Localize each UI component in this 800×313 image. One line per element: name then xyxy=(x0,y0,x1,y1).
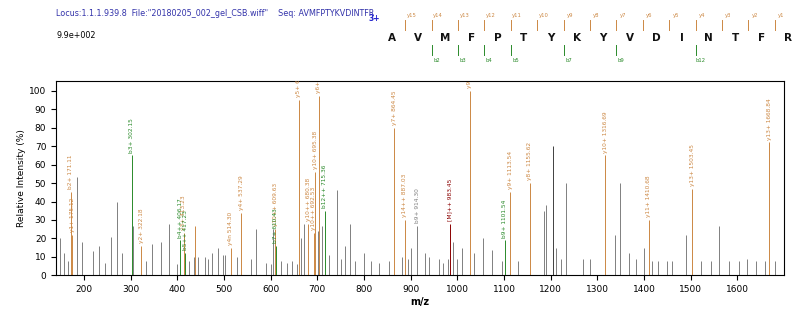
Text: N: N xyxy=(705,33,713,43)
X-axis label: m/z: m/z xyxy=(410,297,430,307)
Text: A: A xyxy=(388,33,396,43)
Text: b9+ 914.30: b9+ 914.30 xyxy=(415,188,420,223)
Y-axis label: Relative Intensity (%): Relative Intensity (%) xyxy=(18,130,26,227)
Text: y6+ 703.38: y6+ 703.38 xyxy=(317,59,322,93)
Text: y3: y3 xyxy=(726,13,731,18)
Text: y1+ 175.12: y1+ 175.12 xyxy=(70,198,75,232)
Text: y15: y15 xyxy=(406,13,417,18)
Text: y1: y1 xyxy=(778,13,785,18)
Text: y10++ 680.38: y10++ 680.38 xyxy=(306,178,310,221)
Text: y8: y8 xyxy=(593,13,600,18)
Text: b4++ 406.17: b4++ 406.17 xyxy=(178,198,182,238)
Text: y10: y10 xyxy=(538,13,549,18)
Text: y4: y4 xyxy=(698,13,706,18)
Text: y10+ 695.38: y10+ 695.38 xyxy=(313,131,318,169)
Text: y2+ 322.18: y2+ 322.18 xyxy=(138,208,143,243)
Text: y11: y11 xyxy=(512,13,522,18)
Text: b3+ 302.15: b3+ 302.15 xyxy=(129,118,134,152)
Text: F: F xyxy=(468,33,474,43)
Text: T: T xyxy=(731,33,739,43)
Text: y11+ 1410.68: y11+ 1410.68 xyxy=(646,176,651,217)
Text: y10++ 692.53: y10++ 692.53 xyxy=(311,187,316,230)
Text: 3+: 3+ xyxy=(369,14,380,23)
Text: b12: b12 xyxy=(695,58,706,63)
Text: y13+ 1503.45: y13+ 1503.45 xyxy=(690,144,694,186)
Text: 9.9e+002: 9.9e+002 xyxy=(56,31,95,40)
Text: Y: Y xyxy=(599,33,607,43)
Text: I: I xyxy=(681,33,684,43)
Text: b5: b5 xyxy=(512,58,519,63)
Text: b7: b7 xyxy=(565,58,572,63)
Text: y13+ 1668.84: y13+ 1668.84 xyxy=(767,98,772,140)
Text: y4+ 537.29: y4+ 537.29 xyxy=(239,175,244,210)
Text: [M]++ 983.45: [M]++ 983.45 xyxy=(447,178,452,221)
Text: D: D xyxy=(652,33,660,43)
Text: y5: y5 xyxy=(672,13,679,18)
Text: Locus:1.1.1.939.8  File:"20180205_002_gel_CSB.wiff"    Seq: AVMFPTYKVDINTFR: Locus:1.1.1.939.8 File:"20180205_002_gel… xyxy=(56,9,374,18)
Text: b9: b9 xyxy=(618,58,625,63)
Text: b5++ 417.23: b5++ 417.23 xyxy=(183,211,188,250)
Text: y12: y12 xyxy=(486,13,496,18)
Text: M: M xyxy=(440,33,450,43)
Text: y14: y14 xyxy=(433,13,443,18)
Text: b2: b2 xyxy=(433,58,440,63)
Text: R: R xyxy=(784,33,792,43)
Text: y7: y7 xyxy=(619,13,626,18)
Text: y13: y13 xyxy=(459,13,470,18)
Text: b9+ 1101.54: b9+ 1101.54 xyxy=(502,199,507,238)
Text: y9: y9 xyxy=(566,13,574,18)
Text: b2+ 171.11: b2+ 171.11 xyxy=(68,155,73,189)
Text: P: P xyxy=(494,33,502,43)
Text: T: T xyxy=(520,33,528,43)
Text: Y: Y xyxy=(546,33,554,43)
Text: y14++ 887.03: y14++ 887.03 xyxy=(402,174,407,217)
Text: b4: b4 xyxy=(486,58,493,63)
Text: K: K xyxy=(573,33,581,43)
Text: b3: b3 xyxy=(459,58,466,63)
Text: y5+ 660.30: y5+ 660.30 xyxy=(296,63,302,97)
Text: y7+ 864.45: y7+ 864.45 xyxy=(391,90,397,125)
Text: F: F xyxy=(758,33,765,43)
Text: V: V xyxy=(414,33,422,43)
Text: y9+ 1027.02: y9+ 1027.02 xyxy=(467,49,473,88)
Text: b7+ 610.43: b7+ 610.43 xyxy=(273,208,278,243)
Text: b12++ 715.36: b12++ 715.36 xyxy=(322,165,327,208)
Text: y10+ 1316.69: y10+ 1316.69 xyxy=(602,111,608,152)
Text: y4n 514.30: y4n 514.30 xyxy=(228,212,233,245)
Text: V: V xyxy=(626,33,634,43)
Text: y3+ 413.23: y3+ 413.23 xyxy=(181,196,186,230)
Text: y9+ 1113.54: y9+ 1113.54 xyxy=(508,151,513,189)
Text: y8+ 1155.62: y8+ 1155.62 xyxy=(527,142,533,180)
Text: y10++ 609.63: y10++ 609.63 xyxy=(273,183,278,227)
Text: y2: y2 xyxy=(751,13,758,18)
Text: y6: y6 xyxy=(646,13,653,18)
